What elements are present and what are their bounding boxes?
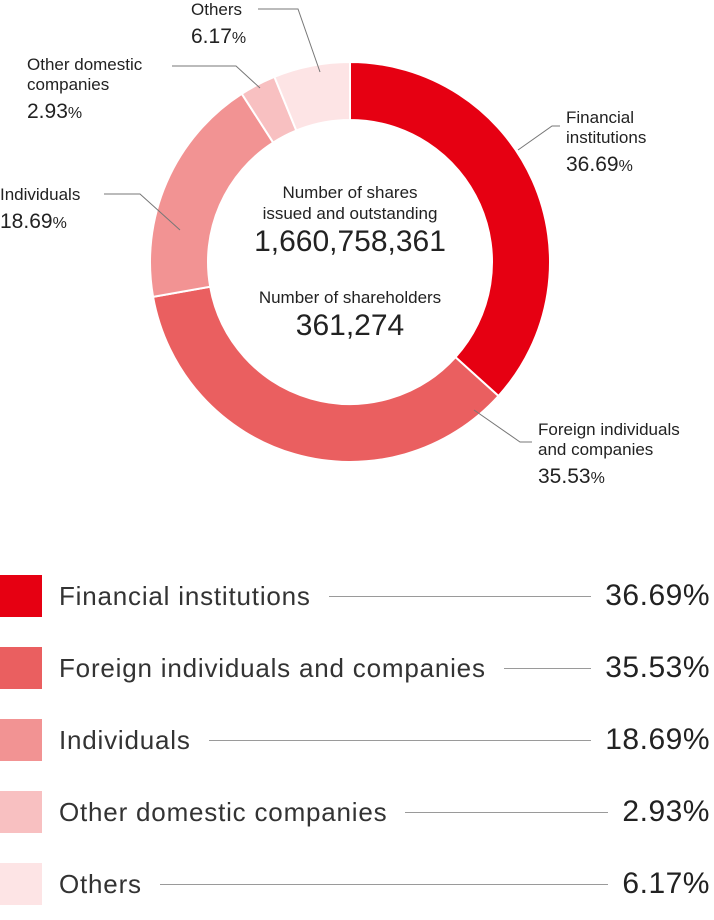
callout-foreign-individuals: Foreign individuals and companies 35.53% (538, 420, 680, 494)
legend-value: 2.93% (622, 795, 710, 828)
legend-label: Other domestic companies (59, 796, 388, 827)
shareholders-value: 361,274 (295, 309, 405, 342)
shareholders-label: Number of shareholders (258, 288, 442, 307)
legend-rule (503, 667, 592, 669)
legend-item-individuals: Individuals 18.69% (0, 704, 714, 776)
legend-swatch (0, 719, 42, 761)
legend-rule (405, 811, 609, 813)
legend-item-foreign-individuals: Foreign individuals and companies 35.53% (0, 632, 714, 704)
legend-rule (159, 883, 609, 885)
legend-label: Individuals (59, 724, 191, 755)
legend-value: 36.69% (605, 579, 710, 612)
center-shareholders: Number of shareholders 361,274 (229, 287, 471, 344)
callout-value: 6.17% (191, 25, 247, 48)
legend-label: Foreign individuals and companies (59, 652, 486, 683)
legend-rule (208, 739, 592, 741)
legend-item-other-domestic-companies: Other domestic companies 2.93% (0, 776, 714, 848)
legend-label: Others (59, 868, 142, 899)
shares-label: Number of shares issued and outstanding (262, 183, 438, 223)
callout-label: Other domestic companies (27, 55, 143, 94)
leader-line-individuals (104, 193, 181, 231)
callout-value: 35.53% (538, 465, 605, 488)
legend-swatch (0, 647, 42, 689)
leader-line-foreign-individuals (473, 409, 532, 443)
legend-swatch (0, 863, 42, 905)
leader-line-financial-institutions (517, 125, 560, 151)
callout-label: Individuals (0, 185, 81, 204)
legend-value: 18.69% (605, 723, 710, 756)
legend-value: 6.17% (622, 867, 710, 900)
callout-individuals: Individuals 18.69% (0, 185, 80, 239)
callout-label: Others (191, 0, 243, 19)
legend: Financial institutions 36.69% Foreign in… (0, 560, 714, 920)
callout-value: 36.69% (566, 153, 633, 176)
legend-label: Financial institutions (59, 580, 311, 611)
donut-slice-others (273, 60, 351, 132)
donut-chart-area: Financial institutions 36.69% Foreign in… (0, 0, 680, 494)
donut-slice-financial-institutions (349, 60, 551, 398)
leader-line-others (258, 8, 321, 73)
donut-slices (149, 60, 551, 463)
donut-slice-foreign-individuals-and-companies (151, 285, 500, 463)
callout-other-domestic-companies: Other domestic companies 2.93% (27, 55, 142, 129)
legend-swatch (0, 575, 42, 617)
center-shares: Number of shares issued and outstanding … (229, 182, 471, 260)
legend-item-others: Others 6.17% (0, 848, 714, 920)
callout-label: Foreign individuals and companies (538, 420, 680, 459)
donut-chart (104, 8, 560, 463)
legend-value: 35.53% (605, 651, 710, 684)
callout-value: 2.93% (27, 100, 83, 123)
legend-rule (328, 595, 592, 597)
callout-leader-lines (104, 8, 560, 443)
shares-value: 1,660,758,361 (254, 225, 446, 258)
leader-line-other-domestic-companies (172, 65, 261, 89)
callout-label: Financial institutions (566, 108, 647, 147)
callout-others: Others 6.17% (191, 0, 246, 54)
legend-swatch (0, 791, 42, 833)
legend-item-financial-institutions: Financial institutions 36.69% (0, 560, 714, 632)
callout-value: 18.69% (0, 210, 67, 233)
callout-financial-institutions: Financial institutions 36.69% (566, 108, 646, 182)
